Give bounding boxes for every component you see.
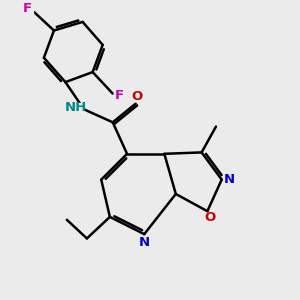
Bar	[224, 175, 236, 184]
Text: F: F	[23, 2, 32, 16]
Bar	[205, 213, 216, 222]
Text: NH: NH	[64, 101, 87, 114]
Text: O: O	[205, 211, 216, 224]
Bar	[68, 103, 83, 112]
Text: N: N	[224, 173, 235, 186]
Bar	[22, 4, 33, 14]
Bar	[139, 238, 150, 247]
Text: N: N	[139, 236, 150, 249]
Text: F: F	[115, 88, 124, 101]
Bar	[114, 90, 124, 100]
Bar	[131, 92, 143, 101]
Text: O: O	[131, 90, 143, 103]
